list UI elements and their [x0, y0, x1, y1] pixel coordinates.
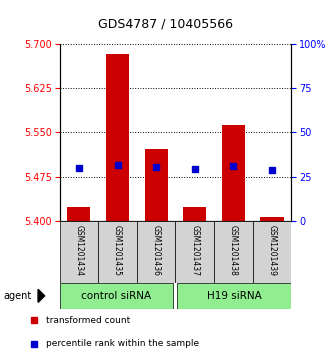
Bar — [60, 221, 98, 283]
Text: GSM1201436: GSM1201436 — [152, 224, 161, 276]
Text: agent: agent — [3, 291, 31, 301]
Polygon shape — [38, 289, 45, 302]
Text: GSM1201434: GSM1201434 — [74, 224, 83, 276]
Bar — [260, 217, 284, 221]
Bar — [183, 207, 206, 221]
Bar — [175, 221, 214, 283]
Text: H19 siRNA: H19 siRNA — [207, 291, 262, 301]
Text: GSM1201437: GSM1201437 — [190, 224, 199, 276]
Bar — [145, 149, 168, 221]
Bar — [253, 221, 291, 283]
Bar — [98, 221, 137, 283]
Text: GDS4787 / 10405566: GDS4787 / 10405566 — [98, 17, 233, 30]
Text: percentile rank within the sample: percentile rank within the sample — [46, 339, 200, 348]
Bar — [222, 125, 245, 221]
Text: GSM1201438: GSM1201438 — [229, 224, 238, 276]
Text: GSM1201439: GSM1201439 — [267, 224, 276, 276]
Bar — [177, 283, 291, 309]
Bar — [60, 283, 173, 309]
Bar — [67, 207, 90, 221]
Bar — [137, 221, 175, 283]
Text: GSM1201435: GSM1201435 — [113, 224, 122, 276]
Bar — [106, 54, 129, 221]
Bar — [214, 221, 253, 283]
Text: transformed count: transformed count — [46, 316, 131, 325]
Text: control siRNA: control siRNA — [81, 291, 152, 301]
